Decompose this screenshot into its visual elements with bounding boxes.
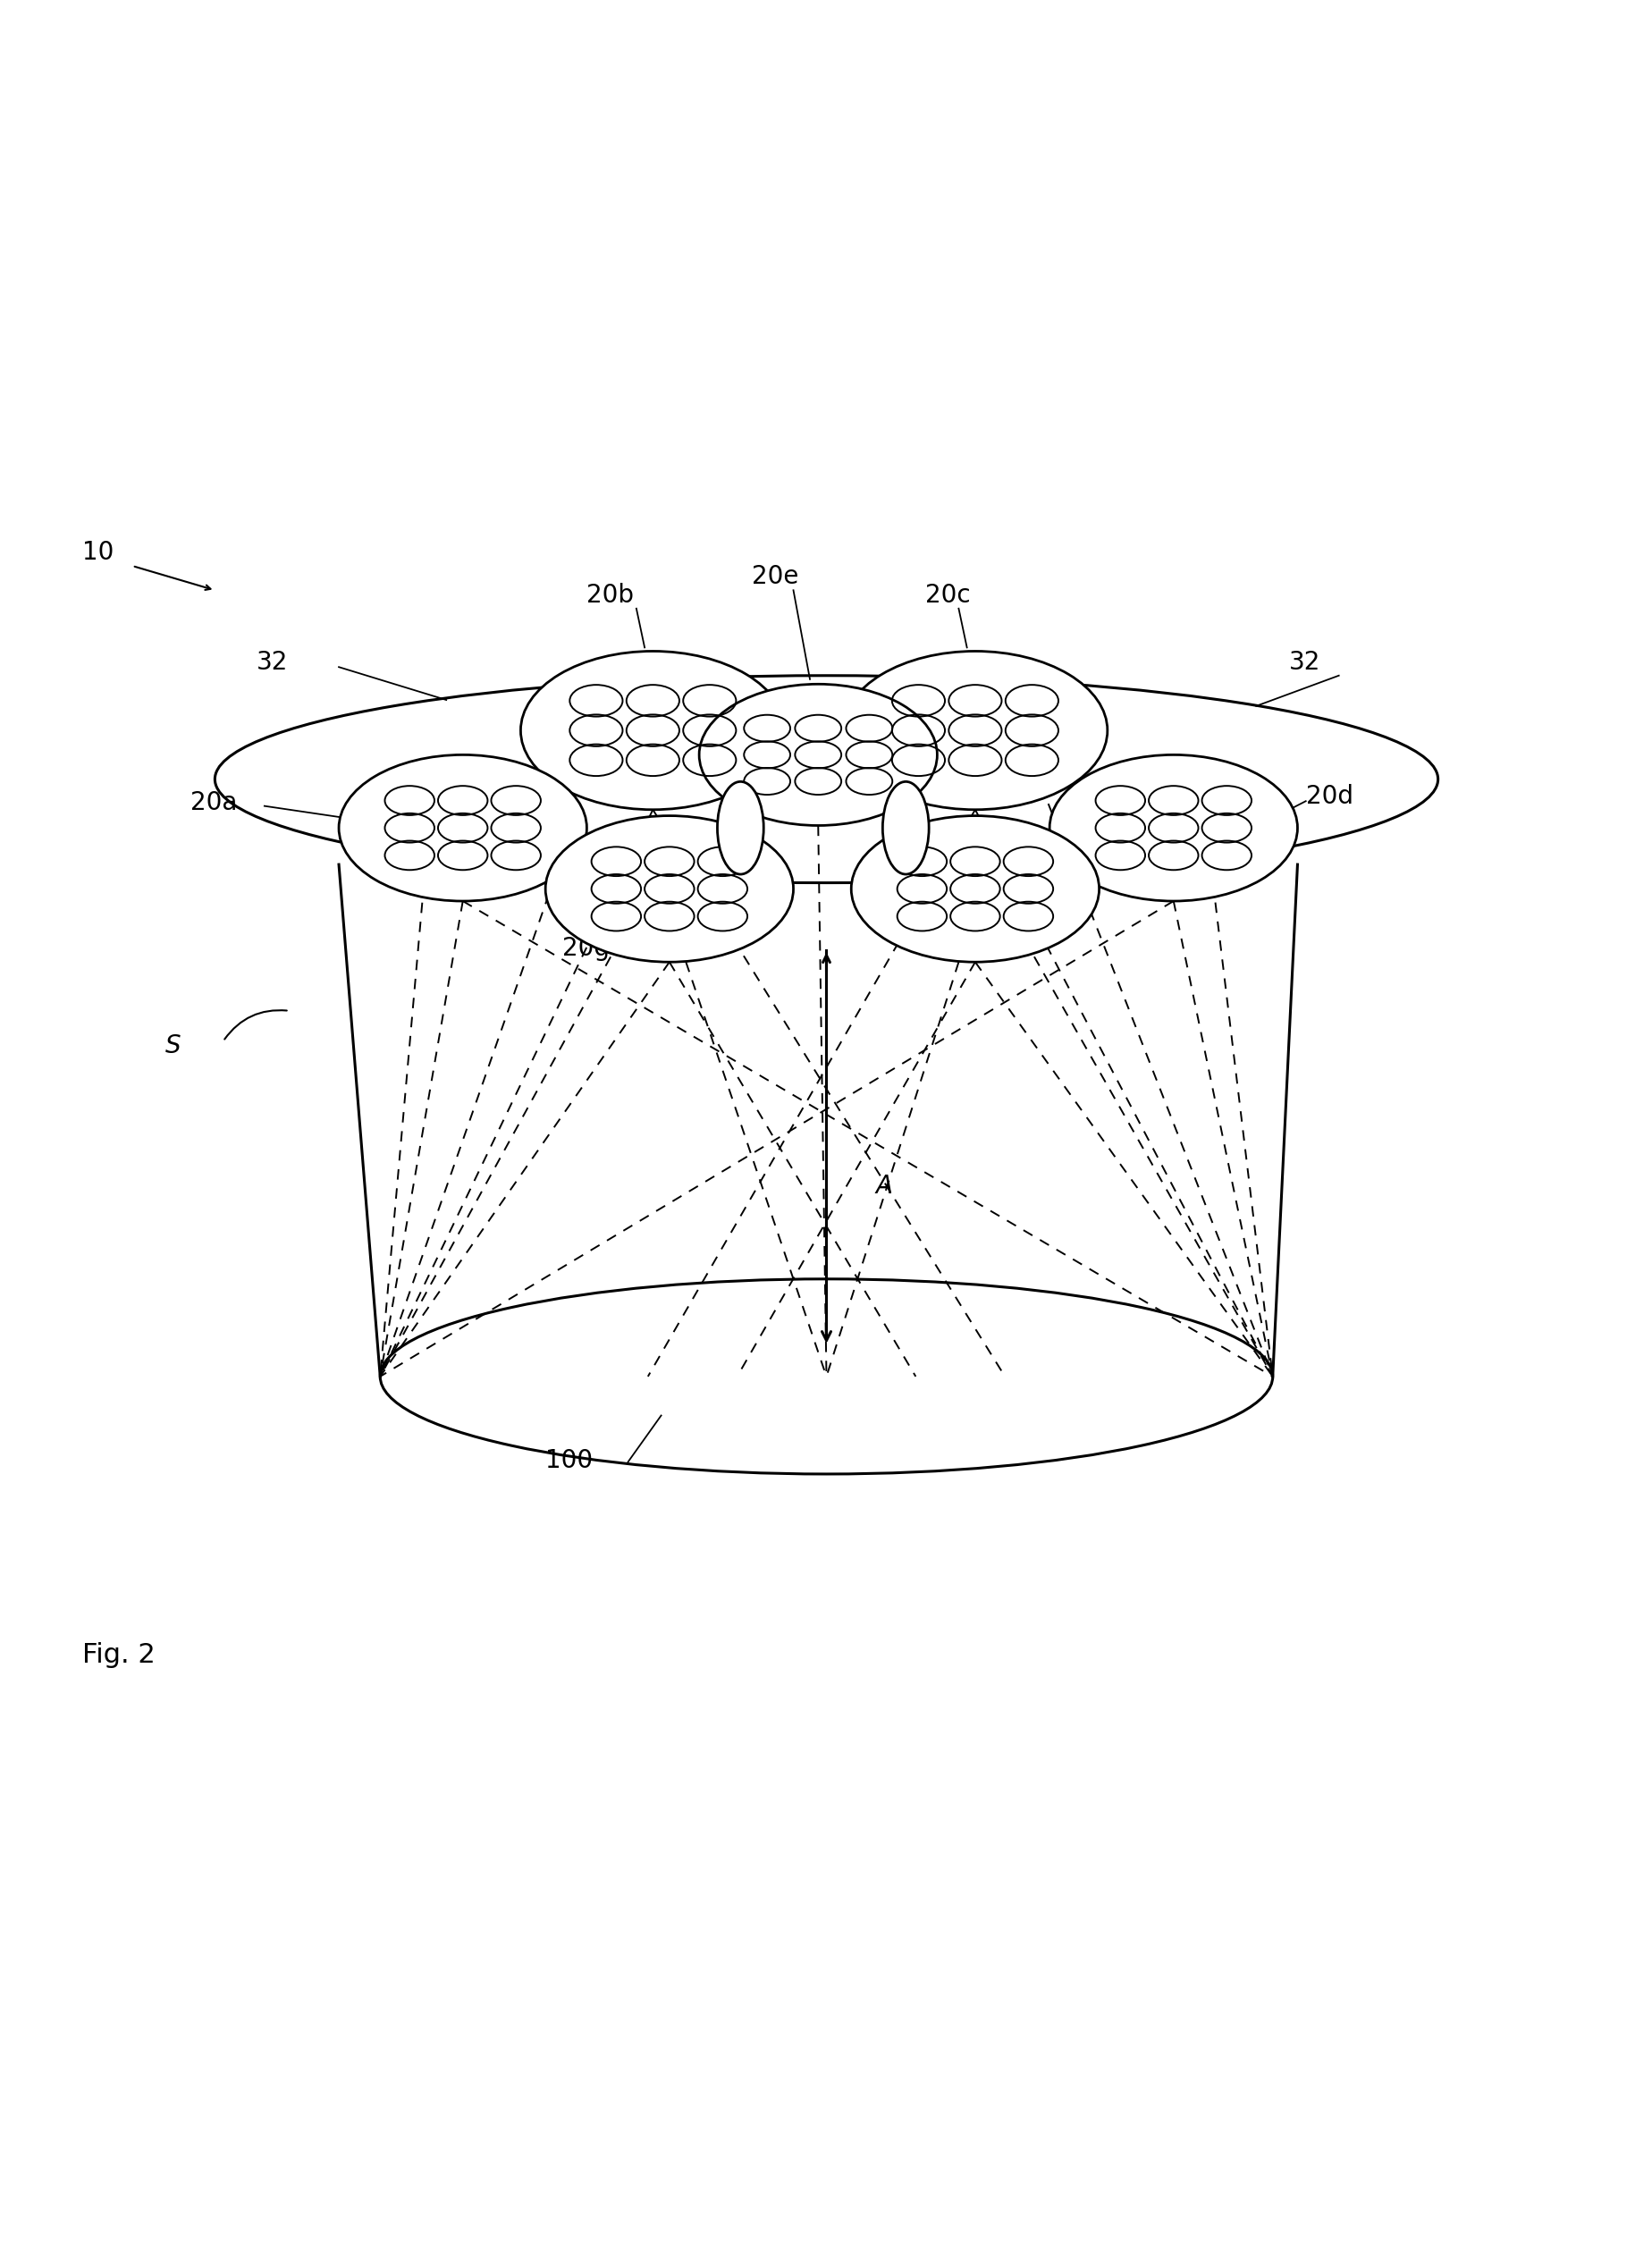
Ellipse shape bbox=[851, 816, 1099, 961]
Ellipse shape bbox=[843, 652, 1107, 809]
Ellipse shape bbox=[717, 782, 763, 874]
Text: 20c: 20c bbox=[925, 583, 970, 607]
Text: 20a: 20a bbox=[190, 791, 236, 816]
Text: 20d: 20d bbox=[1305, 784, 1353, 809]
Text: A: A bbox=[876, 1174, 892, 1199]
Ellipse shape bbox=[1049, 755, 1297, 901]
Text: 20e: 20e bbox=[752, 565, 798, 589]
Text: S: S bbox=[165, 1033, 182, 1058]
Ellipse shape bbox=[520, 652, 785, 809]
Text: 100: 100 bbox=[545, 1448, 593, 1472]
Text: 10: 10 bbox=[83, 540, 114, 565]
Ellipse shape bbox=[699, 684, 937, 825]
Text: 32: 32 bbox=[256, 650, 287, 675]
Text: 32: 32 bbox=[1289, 650, 1320, 675]
Ellipse shape bbox=[339, 755, 586, 901]
Text: Fig. 2: Fig. 2 bbox=[83, 1643, 155, 1667]
Ellipse shape bbox=[882, 782, 928, 874]
Ellipse shape bbox=[545, 816, 793, 961]
Text: 20g: 20g bbox=[562, 937, 610, 961]
Text: 20b: 20b bbox=[586, 583, 634, 607]
Text: 20f: 20f bbox=[991, 937, 1031, 961]
